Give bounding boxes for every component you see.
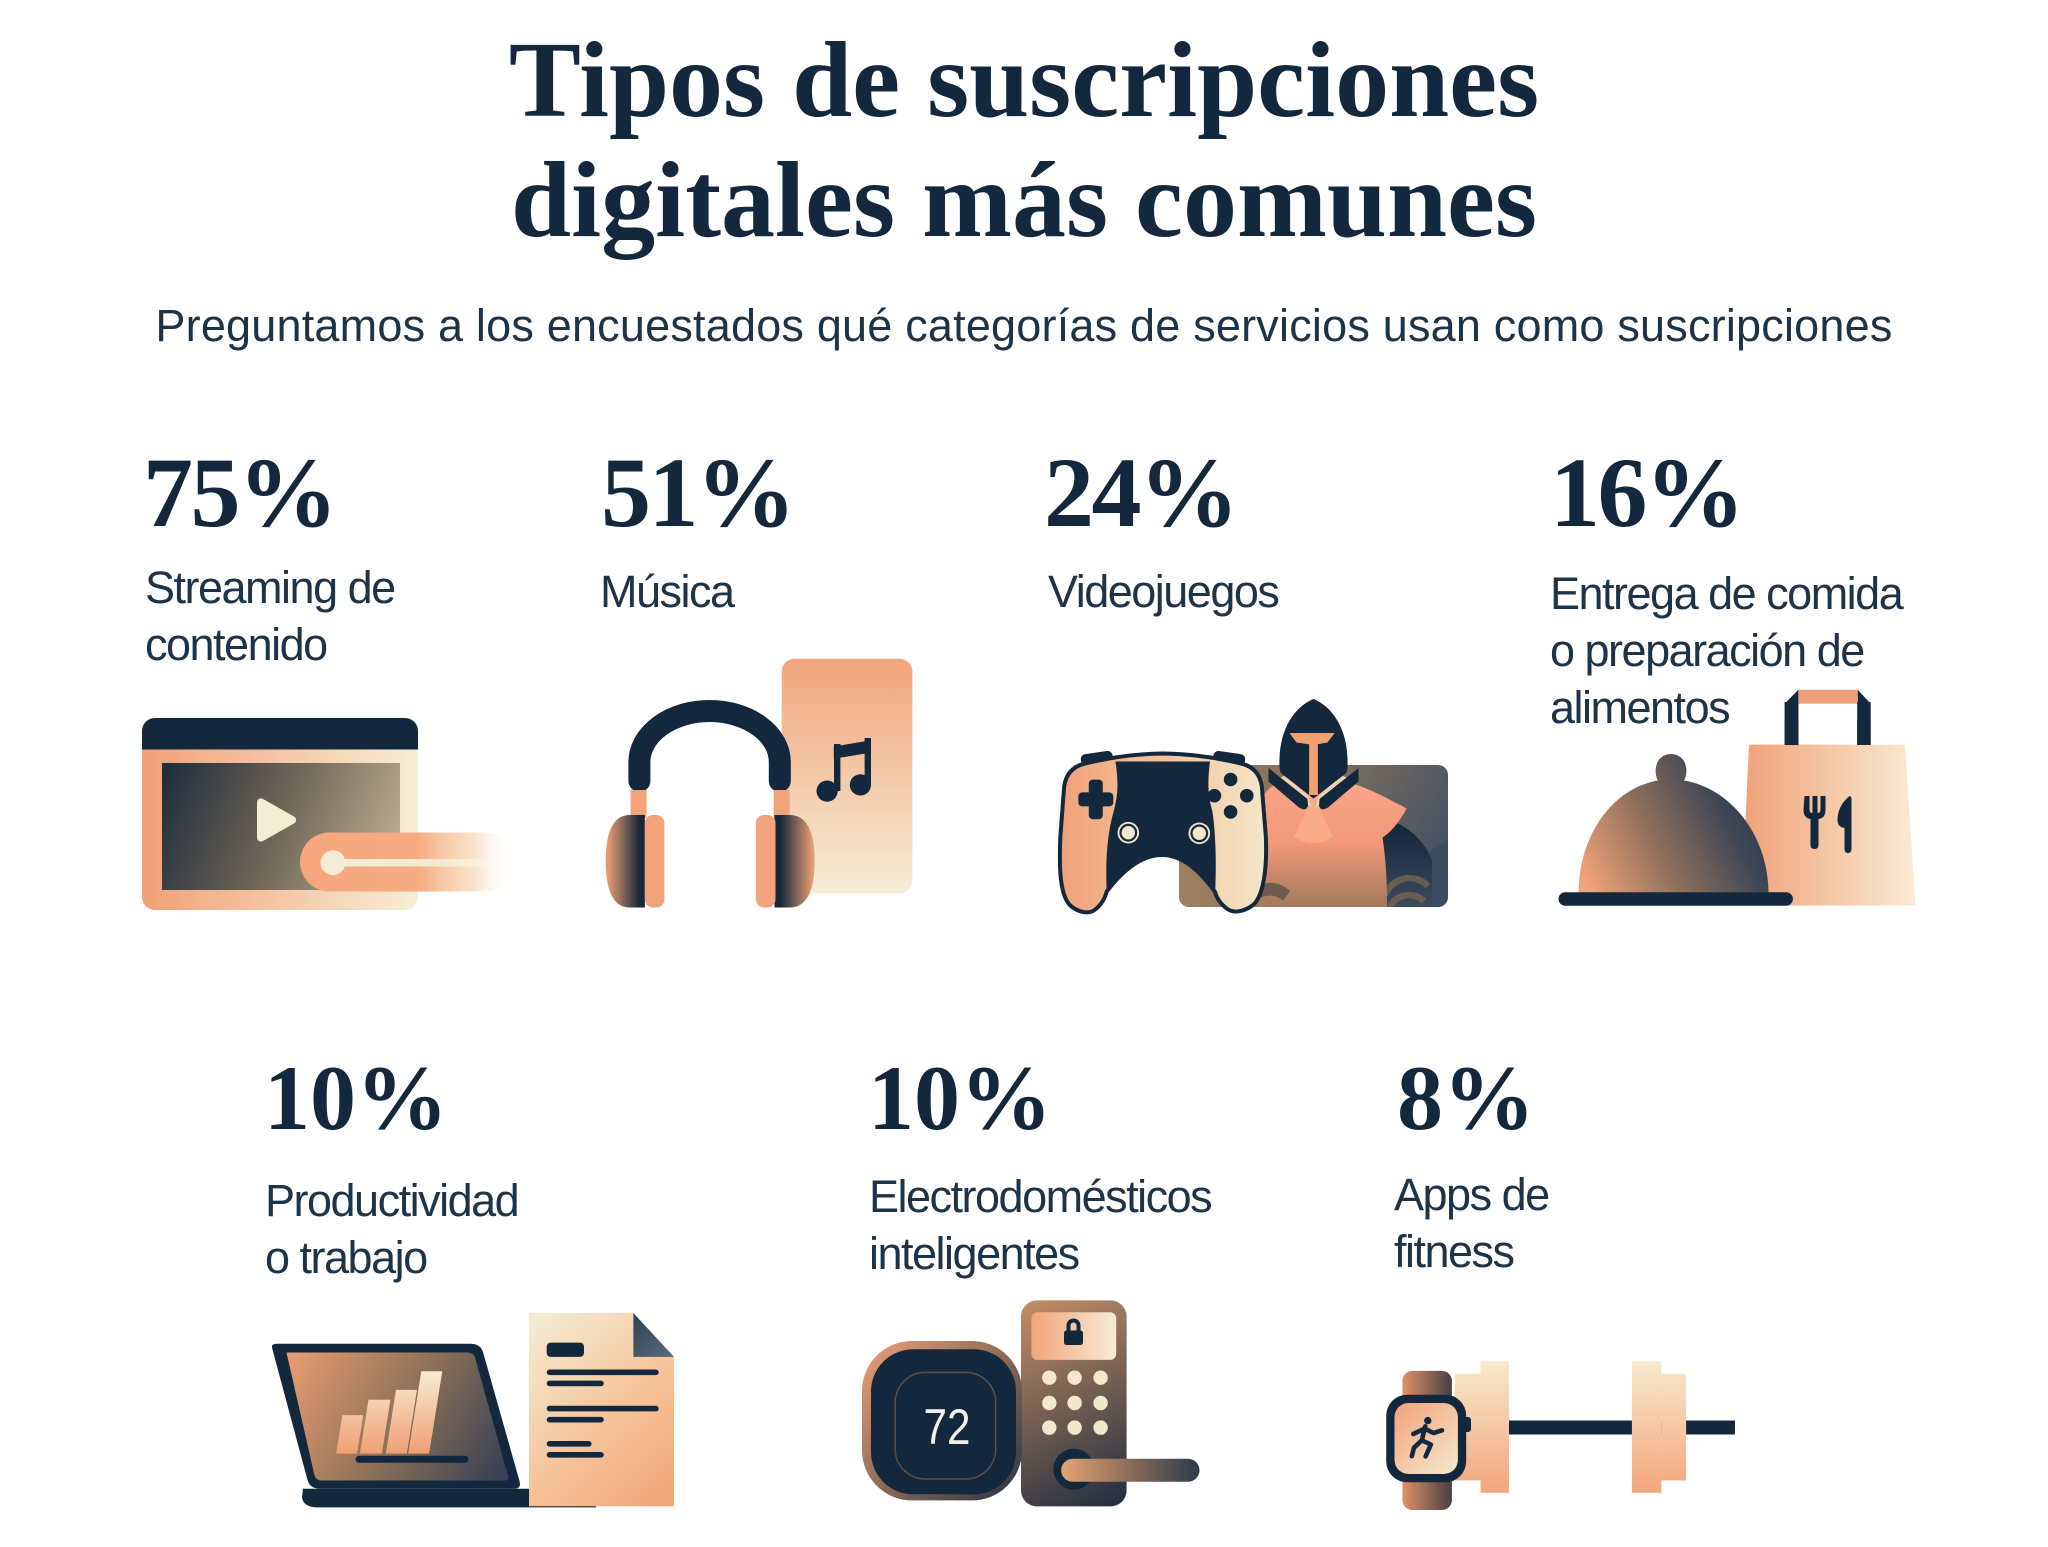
svg-text:72: 72 <box>924 1399 971 1455</box>
